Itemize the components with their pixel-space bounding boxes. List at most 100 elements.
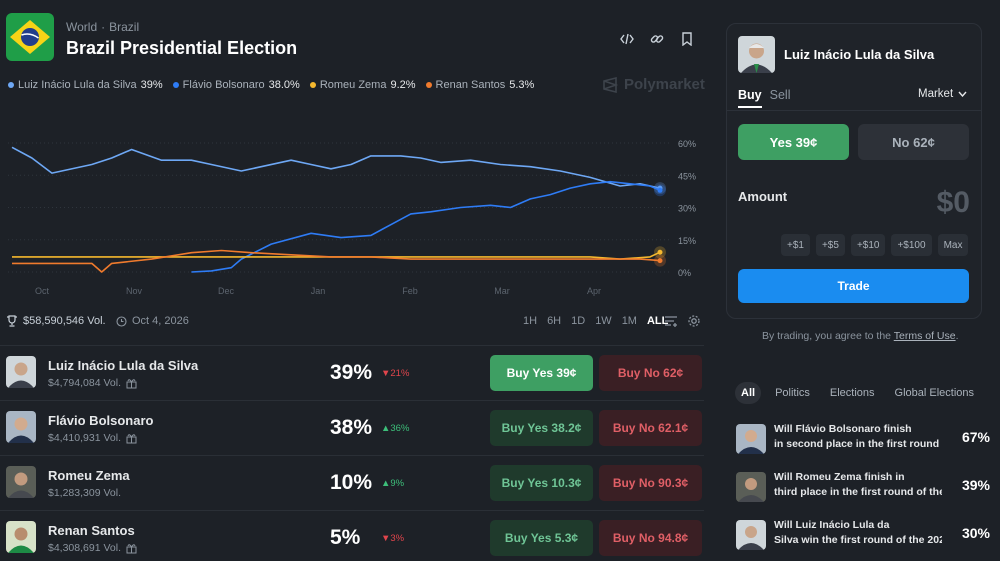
series-endpoint xyxy=(657,258,663,264)
market-title-line: Will Luiz Inácio Lula da xyxy=(774,519,890,531)
terms-notice: By trading, you agree to the Terms of Us… xyxy=(762,330,959,342)
watermark-text: Polymarket xyxy=(624,76,705,93)
polymarket-watermark: Polymarket xyxy=(602,76,705,93)
outcome-percent: 39% xyxy=(330,361,373,384)
buy-yes-button[interactable]: Buy Yes 10.3¢ xyxy=(490,465,593,501)
order-type-dropdown[interactable]: Market xyxy=(918,88,967,100)
amount-chip[interactable]: +$5 xyxy=(815,234,845,256)
time-range-selector: 1H 6H 1D 1W 1M ALL xyxy=(523,315,668,327)
legend-label: Flávio Bolsonaro xyxy=(182,79,265,91)
range-all[interactable]: ALL xyxy=(646,315,669,327)
buy-no-button[interactable]: Buy No 90.3¢ xyxy=(599,465,702,501)
volume-text: $4,308,691 Vol. xyxy=(48,542,121,554)
legend-label: Luiz Inácio Lula da Silva xyxy=(18,79,137,91)
breadcrumb: World · Brazil xyxy=(66,20,139,34)
related-market[interactable]: Will Romeu Zema finish in third place in … xyxy=(736,467,992,507)
market-percent: 39% xyxy=(961,477,990,493)
filter-tab-politics[interactable]: Politics xyxy=(775,387,810,399)
terms-link[interactable]: Terms of Use xyxy=(893,330,956,342)
candidate-name[interactable]: Flávio Bolsonaro xyxy=(48,413,154,428)
buy-yes-button[interactable]: Buy Yes 38.2¢ xyxy=(490,410,593,446)
bookmark-icon[interactable] xyxy=(678,30,696,48)
amount-chip[interactable]: +$100 xyxy=(891,234,932,256)
chart-settings-icon[interactable] xyxy=(687,314,701,333)
range-1w[interactable]: 1W xyxy=(595,315,612,327)
order-type-label: Market xyxy=(918,88,954,100)
embed-code-icon[interactable] xyxy=(618,30,636,48)
gift-icon[interactable] xyxy=(126,433,137,444)
range-1h[interactable]: 1H xyxy=(523,315,538,327)
terms-period: . xyxy=(955,330,959,342)
yes-outcome-button[interactable]: Yes 39¢ xyxy=(738,124,849,160)
range-1d[interactable]: 1D xyxy=(571,315,586,327)
series-line-fl-vio-bolsonaro xyxy=(191,180,661,273)
chart-filter-icon[interactable] xyxy=(664,314,678,333)
outcome-percent: 10% xyxy=(330,471,373,494)
filter-tab-elections[interactable]: Elections xyxy=(829,387,875,399)
y-tick-label: 15% xyxy=(678,236,696,246)
legend-item: Luiz Inácio Lula da Silva 39% xyxy=(8,79,163,91)
x-tick-label: Dec xyxy=(218,286,235,296)
amount-chip[interactable]: +$10 xyxy=(850,234,886,256)
related-market[interactable]: Will Flávio Bolsonaro finish in second pl… xyxy=(736,419,992,459)
buy-no-button[interactable]: Buy No 62.1¢ xyxy=(599,410,702,446)
date-text: Oct 4, 2026 xyxy=(132,315,189,327)
series-line-romeu-zema xyxy=(12,251,661,260)
market-title[interactable]: Will Flávio Bolsonaro finish in second pl… xyxy=(774,422,942,452)
no-outcome-button[interactable]: No 62¢ xyxy=(858,124,969,160)
breadcrumb-brazil[interactable]: Brazil xyxy=(109,20,140,34)
tab-buy[interactable]: Buy xyxy=(738,88,762,108)
outcome-row[interactable]: Romeu Zema $1,283,309 Vol. 10% ▲9% Buy Y… xyxy=(0,455,704,510)
related-filter-tabs: All Politics Elections Global Elections xyxy=(735,382,997,404)
candidate-volume: $1,283,309 Vol. xyxy=(48,487,121,499)
amount-input[interactable]: $0 xyxy=(936,186,970,219)
filter-tab-all[interactable]: All xyxy=(735,382,762,404)
y-tick-label: 30% xyxy=(678,204,696,214)
terms-text: By trading, you agree to the xyxy=(762,330,894,342)
market-title-line: Will Romeu Zema finish in xyxy=(774,471,905,483)
candidate-avatar xyxy=(6,521,36,553)
outcome-percent: 5% xyxy=(330,526,361,549)
buy-yes-button[interactable]: Buy Yes 39¢ xyxy=(490,355,593,391)
volume-text: $58,590,546 Vol. xyxy=(23,315,106,327)
outcome-percent: 38% xyxy=(330,416,373,439)
x-tick-label: Oct xyxy=(35,286,50,296)
candidate-name[interactable]: Luiz Inácio Lula da Silva xyxy=(48,358,199,373)
volume-text: $4,410,931 Vol. xyxy=(48,432,121,444)
buy-no-button[interactable]: Buy No 62¢ xyxy=(599,355,702,391)
market-title[interactable]: Will Luiz Inácio Lula da Silva win the fi… xyxy=(774,518,942,548)
candidate-name[interactable]: Renan Santos xyxy=(48,523,135,538)
series-endpoint xyxy=(657,249,663,255)
polymarket-logo-icon xyxy=(603,76,618,93)
page-title: Brazil Presidential Election xyxy=(66,38,298,58)
legend-item: Romeu Zema 9.2% xyxy=(309,79,416,91)
amount-chip[interactable]: +$1 xyxy=(781,234,810,256)
buy-no-button[interactable]: Buy No 94.8¢ xyxy=(599,520,702,556)
buy-sell-tabs: Buy Sell xyxy=(738,88,790,108)
amount-chip[interactable]: Max xyxy=(937,234,969,256)
chart-legend: Luiz Inácio Lula da Silva 39% Flávio Bolso… xyxy=(8,79,534,91)
filter-tab-global-elections[interactable]: Global Elections xyxy=(894,387,975,399)
outcome-row[interactable]: Flávio Bolsonaro $4,410,931 Vol. 38% ▲36… xyxy=(0,400,704,455)
outcome-row[interactable]: Renan Santos $4,308,691 Vol. 5% ▼3% Buy … xyxy=(0,510,704,561)
link-icon[interactable] xyxy=(648,30,666,48)
related-market[interactable]: Will Luiz Inácio Lula da Silva win the fi… xyxy=(736,515,992,555)
buy-yes-button[interactable]: Buy Yes 5.3¢ xyxy=(490,520,593,556)
price-chart[interactable]: 60% 45% 30% 15% 0% Oct Nov Dec Jan Feb Mar Apr xyxy=(0,100,710,300)
legend-item: Flávio Bolsonaro 38.0% xyxy=(172,79,300,91)
total-volume: $58,590,546 Vol. xyxy=(6,315,106,327)
tab-sell[interactable]: Sell xyxy=(769,88,791,102)
market-avatar xyxy=(736,424,766,454)
trade-button[interactable]: Trade xyxy=(738,269,969,303)
gift-icon[interactable] xyxy=(126,378,137,389)
candidate-avatar xyxy=(6,356,36,388)
breadcrumb-world[interactable]: World xyxy=(66,20,98,34)
candidate-volume: $4,794,084 Vol. xyxy=(48,377,137,389)
outcome-row[interactable]: Luiz Inácio Lula da Silva $4,794,084 Vol… xyxy=(0,345,704,400)
gift-icon[interactable] xyxy=(126,543,137,554)
candidate-name[interactable]: Romeu Zema xyxy=(48,468,130,483)
market-title[interactable]: Will Romeu Zema finish in third place in … xyxy=(774,470,942,500)
range-1m[interactable]: 1M xyxy=(621,315,637,327)
market-title-line: third place in the first round of the 20… xyxy=(774,486,942,498)
range-6h[interactable]: 6H xyxy=(547,315,562,327)
